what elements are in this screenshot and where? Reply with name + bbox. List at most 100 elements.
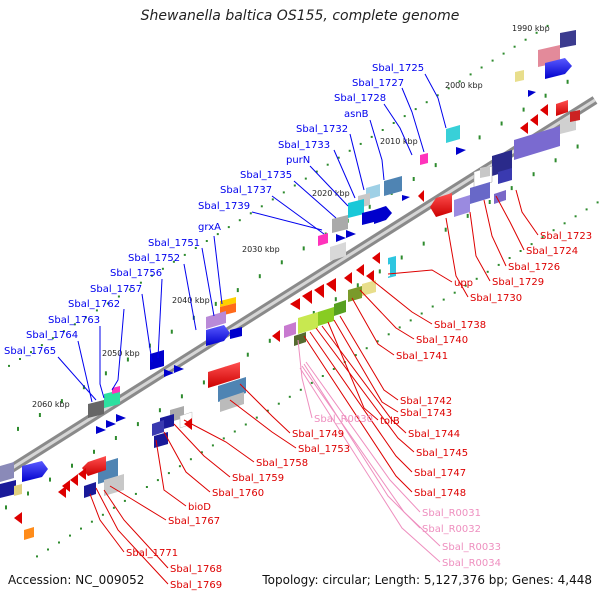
tick-dash — [400, 255, 403, 260]
feature-block[interactable] — [14, 362, 246, 540]
gene-label[interactable]: Sbal_1757 — [90, 284, 142, 295]
gene-label[interactable]: Sbal_1764 — [26, 330, 78, 341]
gene-label[interactable]: Sbal_1769 — [170, 580, 222, 591]
feature-block[interactable] — [418, 100, 580, 217]
gene-label[interactable]: Sbal_R0030 — [314, 414, 373, 425]
rna-gene-labels: Sbal_R0030 Sbal_R0031 Sbal_R0032 Sbal_R0… — [314, 414, 501, 569]
tick-dot — [348, 149, 351, 152]
gene-label[interactable]: Sbal_1748 — [414, 488, 466, 499]
gene-label[interactable]: Sbal_1727 — [352, 78, 404, 89]
tick-dot — [370, 135, 373, 138]
gene-label[interactable]: grxA — [198, 222, 221, 233]
kbp-label: 1990 kbp — [512, 24, 550, 33]
gene-label[interactable]: Sbal_1729 — [492, 277, 544, 288]
tick-dot — [541, 236, 544, 239]
tick-dot — [502, 52, 505, 55]
gene-label[interactable]: Sbal_1768 — [170, 564, 222, 575]
gene-label[interactable]: asnB — [344, 109, 369, 120]
tick-dot — [398, 326, 401, 329]
gene-label[interactable]: tolB — [380, 416, 400, 427]
tick-dot — [134, 492, 137, 495]
feature-block[interactable] — [150, 297, 242, 377]
gene-label[interactable]: Sbal_1752 — [128, 253, 180, 264]
gene-label[interactable]: Sbal_1732 — [296, 124, 348, 135]
tick-dash — [60, 399, 63, 404]
tick-dot — [95, 309, 98, 312]
gene-label[interactable]: Sbal_1733 — [278, 140, 330, 151]
gene-label[interactable]: Sbal_1728 — [334, 93, 386, 104]
gene-label[interactable]: upp — [454, 278, 473, 289]
tick-dot — [249, 212, 252, 215]
gene-label[interactable]: Sbal_1767 — [168, 516, 220, 527]
kbp-label: 2050 kbp — [102, 349, 140, 358]
gene-label[interactable]: Sbal_1738 — [434, 320, 486, 331]
gene-label[interactable]: Sbal_1763 — [48, 315, 100, 326]
tick-dash — [104, 371, 107, 376]
gene-label[interactable]: Sbal_R0033 — [442, 542, 501, 553]
gene-label[interactable]: Sbal_1744 — [408, 429, 460, 440]
tick-dash — [444, 227, 447, 232]
tick-dot — [447, 87, 450, 90]
gene-label[interactable]: Sbal_1749 — [292, 429, 344, 440]
tick-dot — [321, 375, 324, 377]
tick-dot — [36, 555, 38, 558]
feature-block[interactable] — [515, 30, 576, 97]
gene-label[interactable]: Sbal_1723 — [540, 231, 592, 242]
tick-dot — [200, 451, 203, 454]
gene-label[interactable]: Sbal_R0031 — [422, 508, 481, 519]
gene-label[interactable]: Sbal_1759 — [232, 473, 284, 484]
tick-dot — [359, 142, 362, 145]
tick-dash — [5, 505, 7, 510]
tick-dot — [596, 201, 599, 204]
gene-label[interactable]: bioD — [188, 502, 211, 513]
tick-dot — [266, 409, 269, 412]
gene-label[interactable]: Sbal_1724 — [526, 246, 578, 257]
gene-label[interactable]: Sbal_1751 — [148, 238, 200, 249]
gene-label[interactable]: Sbal_1756 — [110, 268, 162, 279]
feature-block[interactable] — [0, 386, 126, 498]
gene-label[interactable]: Sbal_1758 — [256, 458, 308, 469]
tick-dash — [180, 394, 183, 399]
tick-dot — [145, 486, 148, 488]
gene-label[interactable]: Sbal_1745 — [416, 448, 468, 459]
gene-label[interactable]: purN — [286, 155, 310, 166]
tick-dot — [491, 59, 494, 62]
tick-dot — [233, 430, 236, 433]
tick-dot — [365, 347, 368, 350]
gene-label[interactable]: Sbal_1725 — [372, 63, 424, 74]
tick-dash — [434, 163, 437, 168]
tick-dash — [126, 357, 129, 362]
gene-label[interactable]: Sbal_1747 — [414, 468, 466, 479]
kbp-label: 2000 kbp — [445, 81, 483, 90]
gene-label[interactable]: Sbal_1771 — [126, 548, 178, 559]
gene-label[interactable]: Sbal_1730 — [470, 293, 522, 304]
gene-label[interactable]: Sbal_1742 — [400, 396, 452, 407]
tick-dot — [8, 364, 10, 367]
tick-dot — [222, 437, 225, 440]
tick-dot — [546, 24, 549, 27]
gene-label[interactable]: Sbal_1740 — [416, 335, 468, 346]
tick-dot — [139, 281, 142, 284]
feature-block[interactable] — [420, 125, 466, 165]
gene-label[interactable]: Sbal_1741 — [396, 351, 448, 362]
gene-label[interactable]: Sbal_1762 — [68, 299, 120, 310]
gene-label[interactable]: Sbal_R0034 — [442, 558, 501, 569]
gene-label[interactable]: Sbal_1737 — [220, 185, 272, 196]
tick-dash — [38, 413, 41, 417]
tick-dash — [500, 121, 503, 126]
tick-dots — [5, 24, 599, 558]
gene-label[interactable]: Sbal_1726 — [508, 262, 560, 273]
gene-label[interactable]: Sbal_1760 — [212, 488, 264, 499]
tick-dot — [183, 253, 186, 256]
tick-dash — [71, 463, 73, 468]
gene-label[interactable]: Sbal_R0032 — [422, 524, 481, 535]
gene-label[interactable]: Sbal_1739 — [198, 201, 250, 212]
feature-block[interactable] — [318, 176, 410, 261]
tick-dot — [69, 534, 71, 537]
gene-label[interactable]: Sbal_1743 — [400, 408, 452, 419]
gene-label[interactable]: Sbal_1735 — [240, 170, 292, 181]
gene-label[interactable]: Sbal_1765 — [4, 346, 56, 357]
feature-block[interactable] — [272, 252, 396, 346]
gene-label[interactable]: Sbal_1753 — [298, 444, 350, 455]
tick-dot — [453, 291, 456, 294]
